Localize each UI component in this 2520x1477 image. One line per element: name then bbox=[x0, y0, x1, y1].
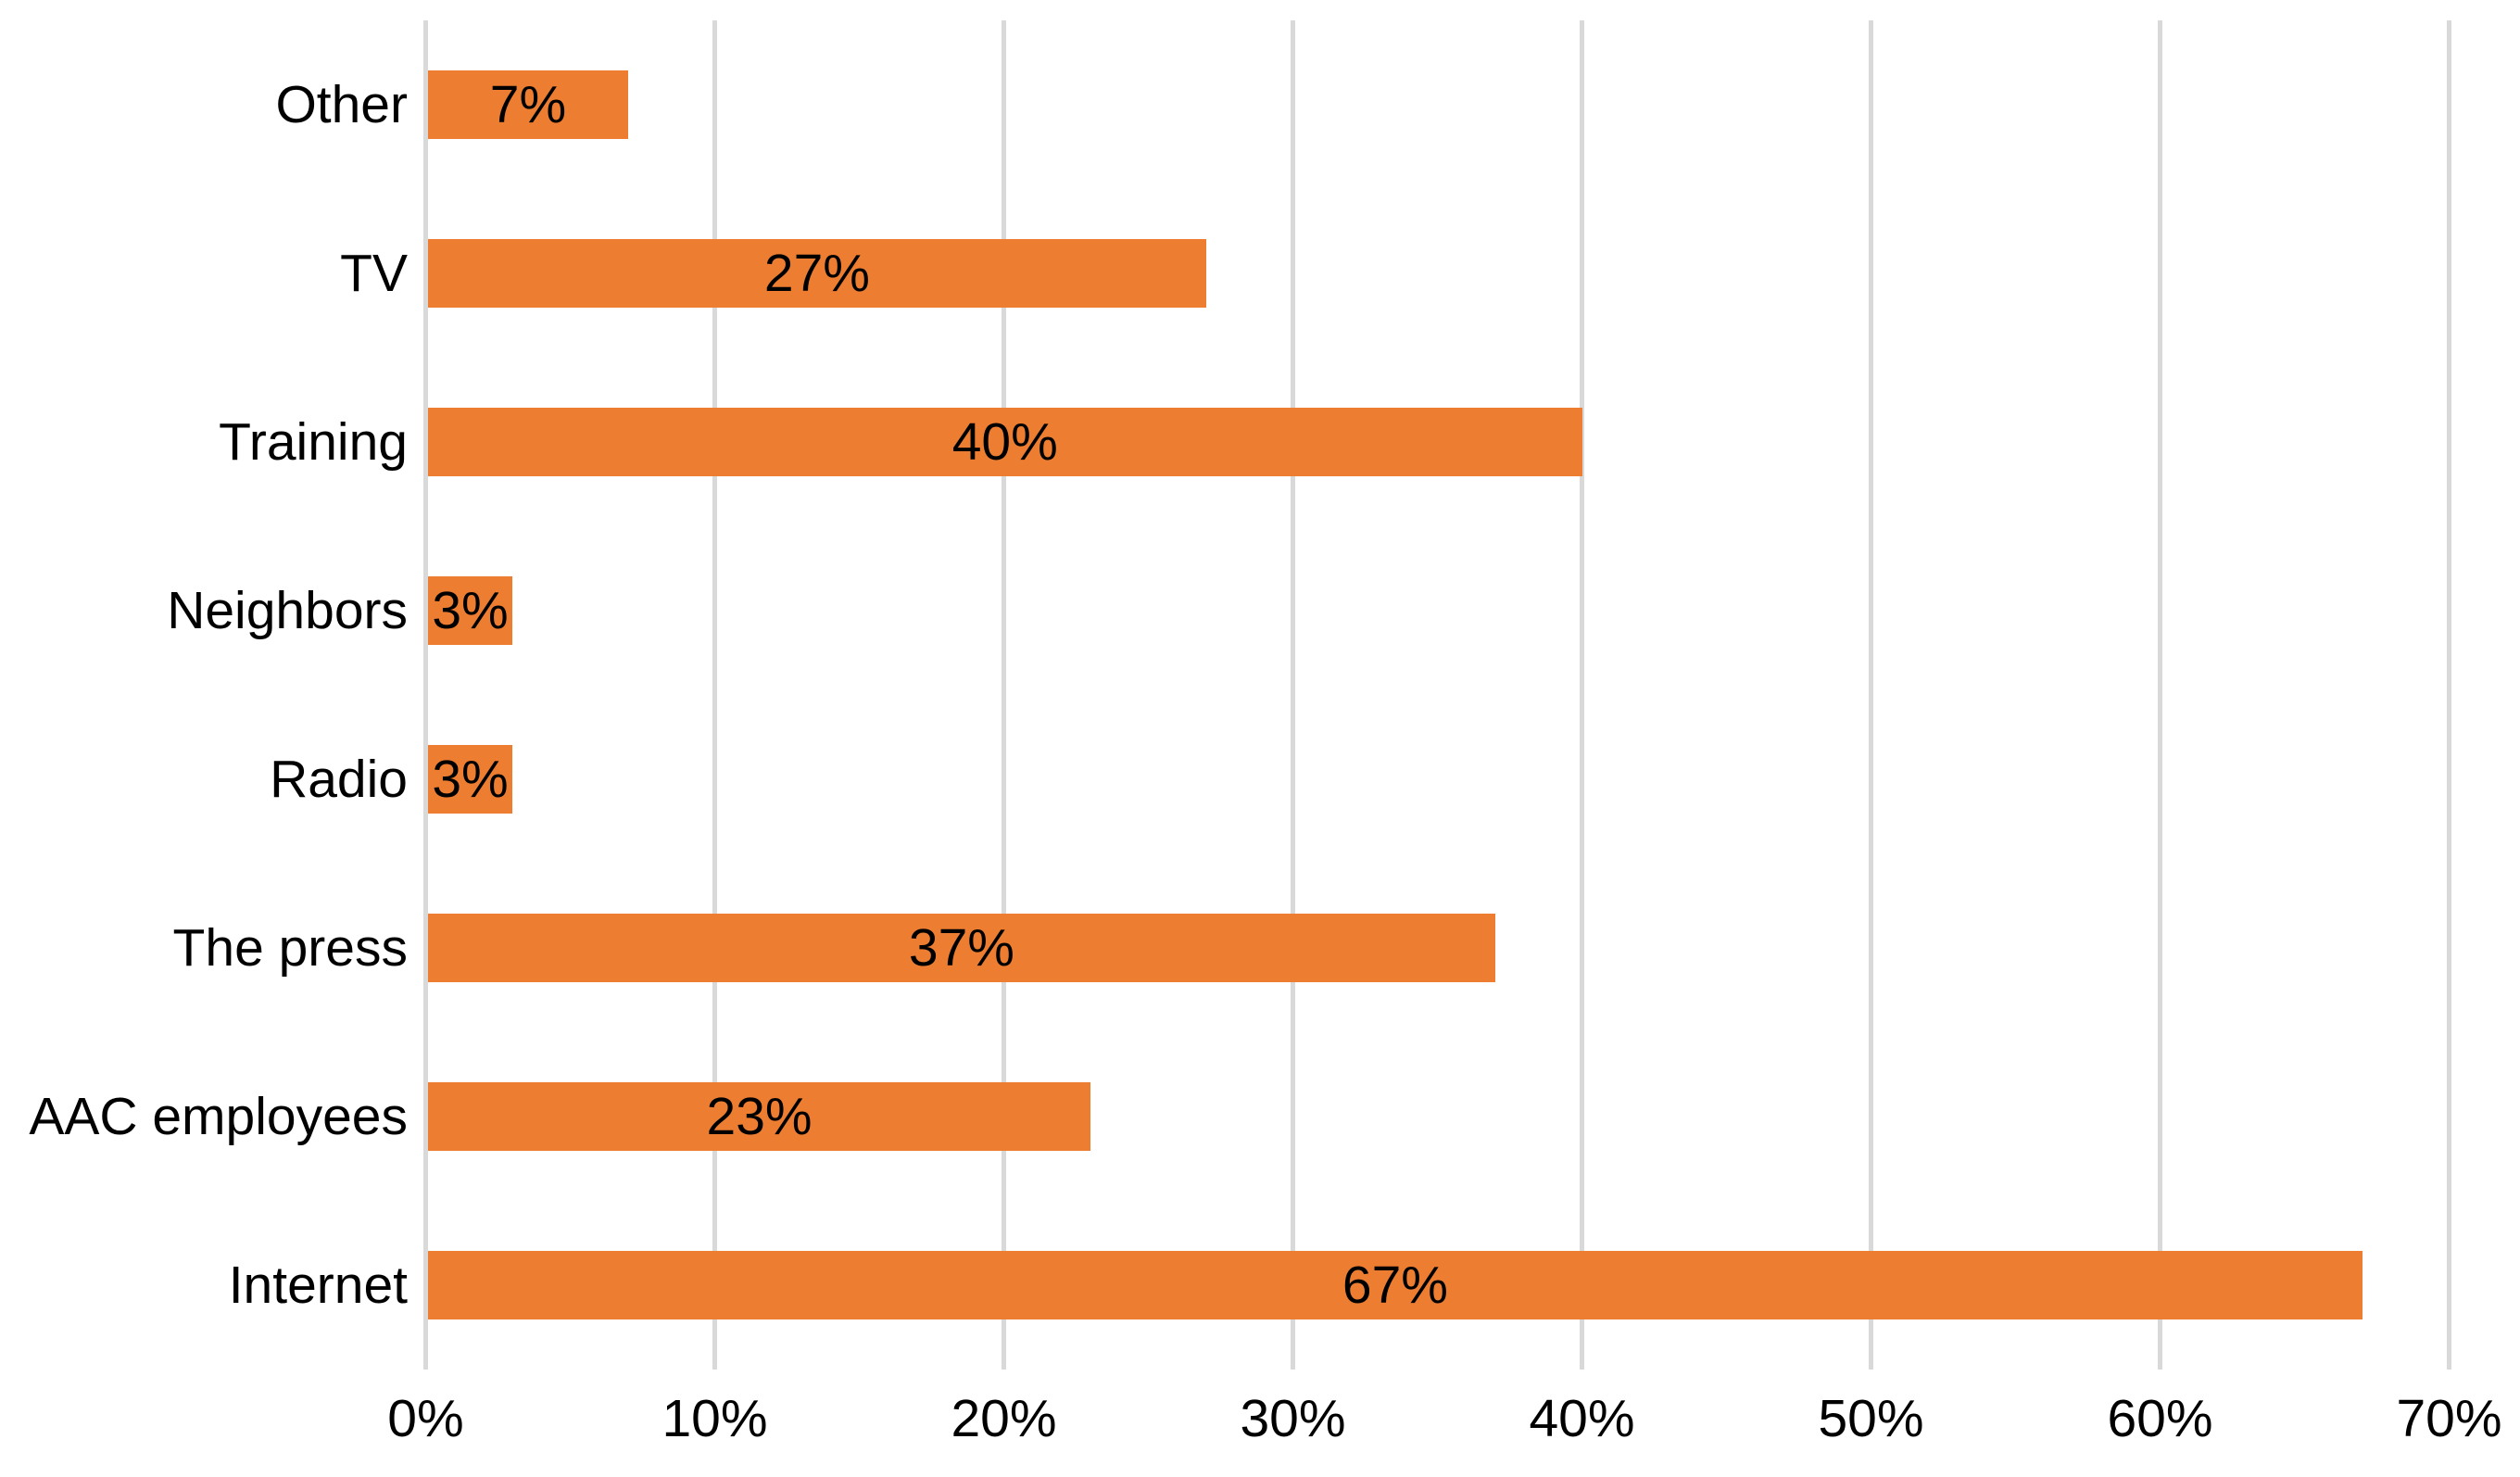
category-label: TV bbox=[340, 244, 408, 303]
category-label: Neighbors bbox=[167, 581, 408, 640]
category-label: Radio bbox=[270, 750, 408, 809]
gridline bbox=[1869, 20, 1873, 1370]
x-axis-tick-label: 20% bbox=[951, 1389, 1057, 1448]
bar: 40% bbox=[428, 408, 1582, 476]
bar-value-label: 3% bbox=[432, 581, 509, 640]
x-axis-tick-label: 50% bbox=[1818, 1389, 1924, 1448]
gridline bbox=[1580, 20, 1584, 1370]
bar: 67% bbox=[428, 1251, 2362, 1319]
category-label: The press bbox=[172, 918, 408, 978]
bar-value-label: 27% bbox=[763, 244, 870, 303]
category-label: Internet bbox=[228, 1256, 408, 1315]
x-axis-tick-label: 70% bbox=[2396, 1389, 2502, 1448]
x-axis-tick-label: 0% bbox=[387, 1389, 464, 1448]
bar: 27% bbox=[428, 239, 1206, 308]
category-label: Training bbox=[219, 412, 408, 472]
x-axis-tick-label: 10% bbox=[662, 1389, 768, 1448]
bar-value-label: 23% bbox=[706, 1087, 813, 1146]
category-label: Other bbox=[275, 75, 408, 134]
bar: 3% bbox=[428, 576, 513, 645]
bar-value-label: 3% bbox=[432, 750, 509, 809]
bar: 23% bbox=[428, 1082, 1091, 1151]
bar: 37% bbox=[428, 914, 1495, 982]
bar: 3% bbox=[428, 745, 513, 814]
gridline bbox=[1002, 20, 1006, 1370]
x-axis-tick-label: 30% bbox=[1240, 1389, 1346, 1448]
bar-value-label: 37% bbox=[908, 918, 1014, 978]
category-label: AAC employees bbox=[29, 1087, 408, 1146]
bar-value-label: 40% bbox=[951, 412, 1058, 472]
x-axis-tick-label: 40% bbox=[1529, 1389, 1635, 1448]
gridline bbox=[712, 20, 717, 1370]
gridline bbox=[2447, 20, 2451, 1370]
bar-value-label: 7% bbox=[489, 75, 567, 134]
x-axis-tick-label: 60% bbox=[2107, 1389, 2213, 1448]
gridline bbox=[1291, 20, 1295, 1370]
gridline bbox=[2158, 20, 2162, 1370]
bar-value-label: 67% bbox=[1342, 1256, 1448, 1315]
gridline bbox=[423, 20, 428, 1370]
bar: 7% bbox=[428, 70, 628, 139]
